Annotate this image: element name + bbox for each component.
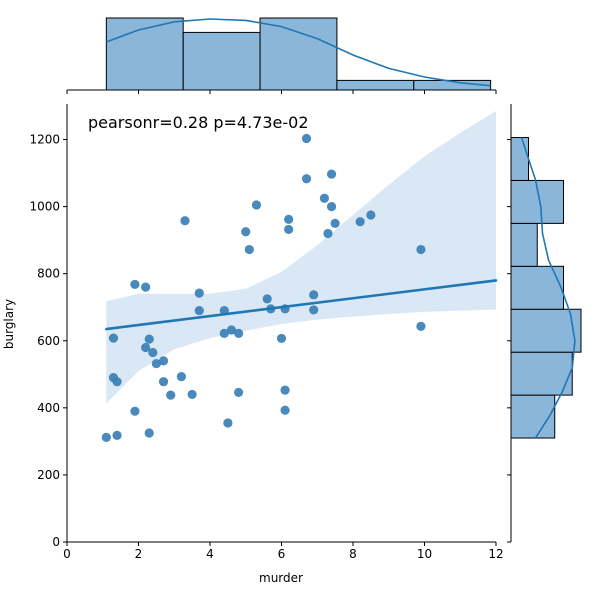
scatter-point [326,169,337,179]
scatter-point [219,328,229,338]
scatter-point [241,227,251,237]
scatter-point [101,432,111,442]
x-tick-label: 4 [206,547,214,561]
scatter-point [158,356,169,366]
scatter-point [226,325,237,335]
x-tick-label: 6 [278,547,286,561]
scatter-point [416,321,426,331]
regression-line [105,279,498,331]
scatter-point [326,202,337,212]
scatter-point [284,224,294,235]
scatter-point [251,200,262,210]
marginal-y-bar [510,265,564,310]
marginal-x-bar [336,79,415,91]
scatter-point [144,334,154,344]
scatter-point [309,305,319,315]
scatter-point [112,377,122,387]
marginal-x-bar [182,31,261,91]
scatter-point [141,282,151,292]
scatter-point [194,305,204,316]
scatter-point [366,210,376,220]
scatter-point [301,133,312,144]
scatter-point [234,387,244,398]
scatter-point [166,390,176,400]
scatter-point [130,406,140,416]
scatter-point [280,385,290,395]
scatter-point [223,418,233,428]
scatter-point [330,218,340,228]
scatter-point [112,430,122,440]
y-tick-label: 1000 [29,200,60,214]
scatter-point [323,228,333,239]
axes-layer: 0 2 4 6 8 10 12 0 200 400 600 800 1000 1200 [29,104,504,561]
scatter-point [176,372,186,382]
scatter-point [187,389,197,400]
scatter-point [262,294,272,304]
scatter-point [284,214,294,224]
y-tick-label: 400 [37,401,60,415]
scatter-point [108,333,119,343]
y-tick-label: 1200 [29,133,60,147]
scatter-point [309,290,319,300]
scatter-point [234,328,244,338]
x-tick-label: 12 [488,547,503,561]
scatter-point [194,288,204,298]
marginal-x-kde [106,18,491,87]
marginal-y-kde [520,137,576,439]
scatter-point [151,358,161,369]
scatter-point [244,244,254,255]
scatter-point [141,342,151,353]
scatter-point [301,174,312,184]
scatter-point [158,377,169,387]
scatter-point [319,193,329,203]
confidence-band-layer [106,111,497,404]
scatter-point [148,347,158,358]
marginal-y-bar [510,137,529,181]
y-tick-label: 0 [52,535,60,549]
scatter-point [280,405,290,415]
y-tick-label: 200 [37,468,60,482]
marginal-y-bar [510,394,556,439]
confidence-band [106,111,497,404]
scatter-points-layer [101,133,426,442]
x-tick-label: 8 [349,547,357,561]
marginal-x-bar [259,17,338,91]
pearson-annotation: pearsonr=0.28 p=4.73e-02 [88,113,309,132]
scatter-point [276,333,287,344]
marginal-y-bar [510,351,573,396]
marginal-x-bar [105,17,184,91]
x-axis-label: murder [259,571,303,585]
scatter-point [355,217,365,227]
y-axis-label: burglary [2,299,16,349]
x-tick-label: 10 [417,547,432,561]
y-tick-label: 600 [37,334,60,348]
right-marginal-histogram [507,104,582,543]
scatter-point [416,244,426,255]
scatter-point [180,216,190,226]
marginal-y-bar [510,222,538,267]
x-tick-label: 0 [63,547,71,561]
top-marginal-histogram [66,17,497,94]
marginal-y-bar [510,179,564,224]
scatter-point [130,279,140,290]
x-tick-label: 2 [135,547,143,561]
regression-layer [105,279,498,331]
y-tick-label: 800 [37,267,60,281]
scatter-point [144,428,154,438]
